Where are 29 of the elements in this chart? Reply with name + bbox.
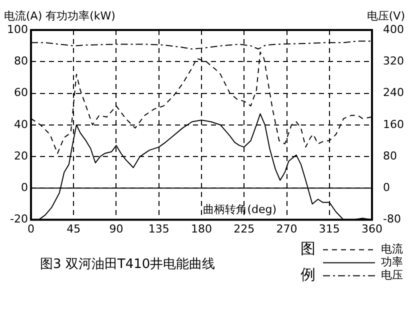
y-tick-label: 60: [14, 86, 28, 100]
y2-tick-label: -80: [383, 212, 401, 226]
x-tick-label: 45: [66, 222, 81, 236]
x-tick-label: 315: [318, 222, 340, 236]
y2-tick-label: 0: [383, 181, 390, 194]
x-tick-label: 135: [148, 222, 170, 236]
text: 图3 双河油田T410井电能曲线: [40, 257, 216, 272]
y-tick-label: 80: [14, 54, 28, 68]
y-tick-label: 0: [20, 181, 28, 194]
x-tick-label: 270: [276, 222, 298, 236]
y2-tick-label: 80: [383, 149, 398, 162]
legend-label: 电流: [381, 242, 403, 256]
y-tick-label: -20: [10, 212, 28, 226]
legend-label: 功率: [381, 256, 403, 269]
y2-axis-title: 电压(V): [366, 9, 405, 22]
x-tick-label: 90: [109, 222, 124, 236]
y-tick-label: 20: [14, 149, 28, 162]
y2-tick-label: 320: [383, 54, 404, 68]
x-tick-label: 360: [362, 222, 383, 236]
legend-title: 图例: [300, 240, 316, 284]
y2-tick-label: 240: [383, 86, 404, 100]
x-tick-label: 225: [234, 222, 255, 236]
y-tick-label: 100: [6, 22, 28, 36]
x-tick-label: 180: [191, 222, 212, 236]
y-axis-title: 电流(A) 有功功率(kW): [4, 9, 116, 22]
y2-tick-label: 160: [383, 118, 404, 131]
legend-label: 电压: [381, 268, 403, 282]
y-tick-label: 40: [14, 118, 28, 131]
y2-tick-label: 400: [383, 22, 404, 36]
